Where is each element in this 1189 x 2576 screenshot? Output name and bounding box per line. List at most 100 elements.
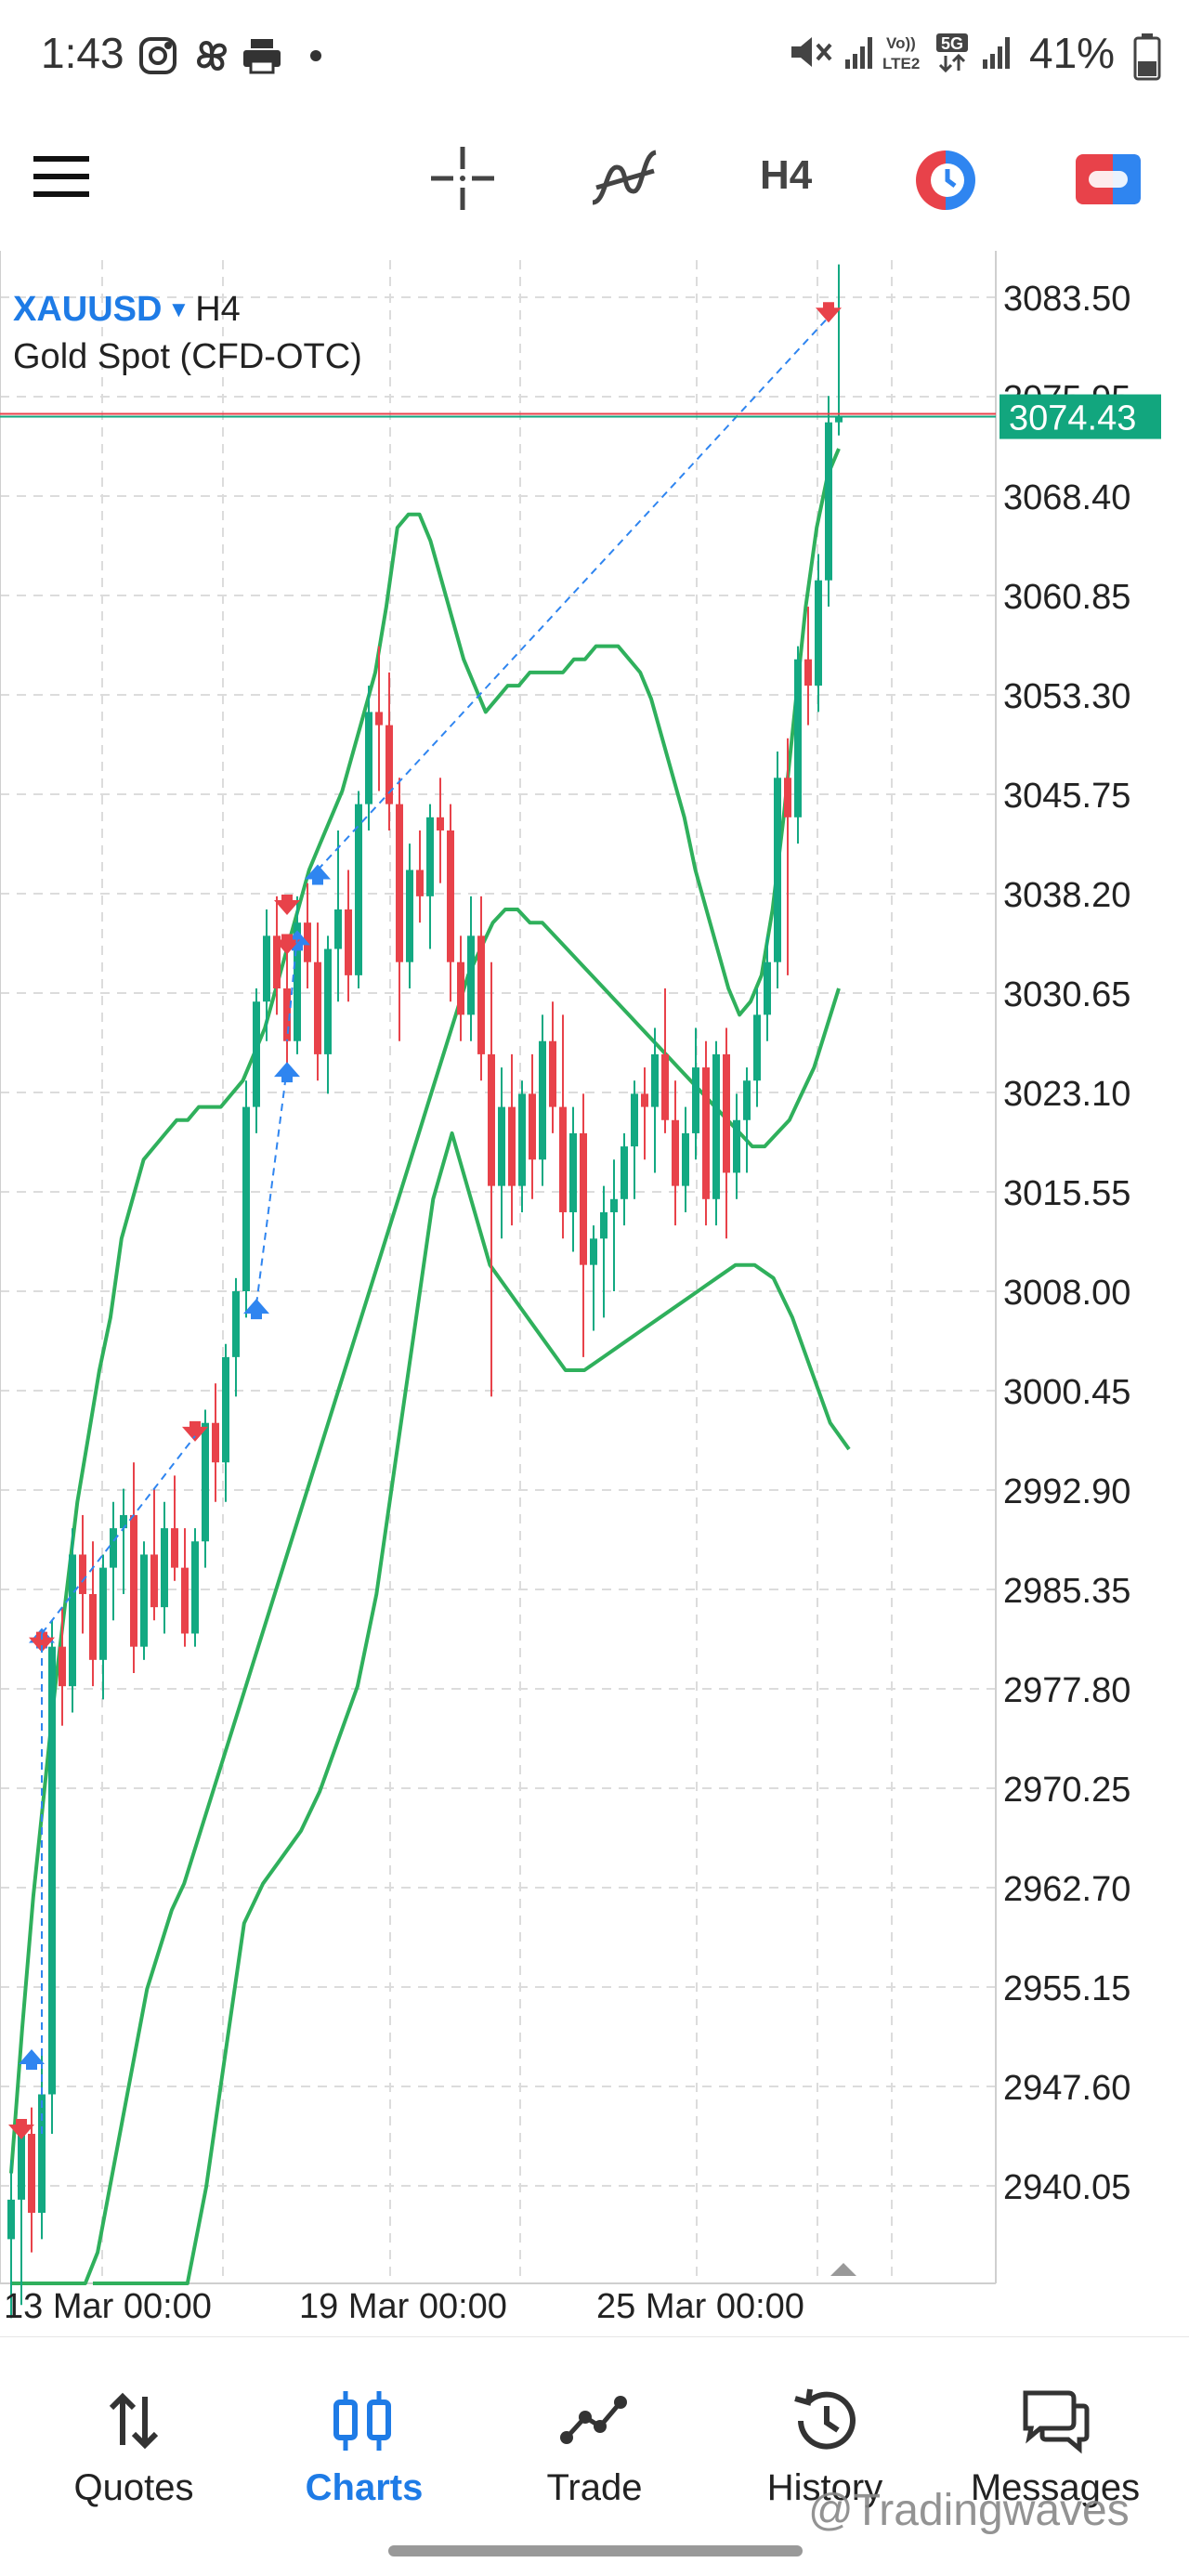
nav-label: Quotes xyxy=(73,2467,194,2508)
status-time: 1:43 xyxy=(41,29,124,77)
bollinger-bands xyxy=(9,448,851,2285)
candle-body xyxy=(457,961,464,1015)
candles xyxy=(7,264,843,2319)
candle-body xyxy=(396,804,403,962)
candle-body xyxy=(549,1040,556,1107)
candle-body xyxy=(569,1132,577,1212)
price-tick-label: 2985.35 xyxy=(1003,1572,1130,1611)
candle-body xyxy=(825,422,832,581)
candle-body xyxy=(498,1106,505,1186)
candle-body xyxy=(191,1541,199,1634)
candle-body xyxy=(212,1422,219,1463)
price-tick-label: 2977.80 xyxy=(1003,1671,1130,1710)
candle-body xyxy=(529,1093,536,1160)
candle-body xyxy=(723,1053,730,1173)
symbol-name[interactable]: XAUUSD xyxy=(13,290,163,329)
candle-body xyxy=(79,1554,86,1594)
status-right-icons: Vo)) LTE2 5G xyxy=(791,33,1010,73)
candle-body xyxy=(59,1646,66,1687)
candle-body xyxy=(600,1211,608,1239)
watermark: @Tradingwaves xyxy=(808,2486,1130,2535)
mute-icon xyxy=(791,37,832,67)
candle-body xyxy=(590,1238,597,1265)
timeframe-button[interactable]: H4 xyxy=(760,152,813,198)
status-bar: 1:43 Vo)) LTE2 5G 41 xyxy=(0,0,1189,111)
sell-arrow-icon xyxy=(274,895,300,916)
svg-text:5G: 5G xyxy=(941,34,963,53)
candle-body xyxy=(130,1514,137,1647)
trade-colors-icon[interactable] xyxy=(912,147,979,214)
candle-body xyxy=(702,1067,710,1199)
candle-body xyxy=(110,1528,117,1568)
nav-trade[interactable]: Trade xyxy=(476,2337,713,2523)
nav-label: History xyxy=(766,2467,883,2508)
history-icon xyxy=(794,2388,856,2450)
candle-body xyxy=(447,830,454,962)
one-click-trading-icon[interactable] xyxy=(1076,154,1141,204)
candle-body xyxy=(355,804,362,975)
candle-body xyxy=(48,1646,56,2095)
candle-body xyxy=(621,1146,628,1199)
nav-history[interactable]: History xyxy=(706,2337,944,2523)
sell-arrow-icon xyxy=(8,2119,34,2140)
printer-icon xyxy=(243,39,281,74)
nav-label: Messages xyxy=(970,2467,1141,2508)
symbol-dropdown-icon[interactable]: ▼ xyxy=(167,297,190,322)
quotes-icon xyxy=(109,2392,159,2450)
crosshair-icon[interactable] xyxy=(429,145,496,212)
trade-link-line xyxy=(317,316,830,871)
nav-messages[interactable]: Messages xyxy=(936,2337,1174,2523)
price-tick-label: 2962.70 xyxy=(1003,1870,1130,1909)
sell-arrow-icon xyxy=(29,1631,55,1653)
candle-body xyxy=(416,870,424,896)
nav-charts[interactable]: Charts xyxy=(245,2337,483,2523)
candle-body xyxy=(161,1528,168,1608)
symbol-info[interactable]: XAUUSD ▼ H4 Gold Spot (CFD-OTC) xyxy=(13,290,362,377)
price-tick-label: 3068.40 xyxy=(1003,478,1130,517)
price-tick-label: 3015.55 xyxy=(1003,1174,1130,1213)
candle-body xyxy=(753,1014,761,1081)
candle-body xyxy=(253,1001,260,1107)
candle-body xyxy=(692,1067,699,1133)
symbol-description: Gold Spot (CFD-OTC) xyxy=(13,337,362,376)
chart-area[interactable]: 3083.503075.953068.403060.853053.303045.… xyxy=(0,251,1189,2336)
candle-body xyxy=(539,1040,546,1160)
svg-text:LTE2: LTE2 xyxy=(882,55,920,72)
svg-text:Vo)): Vo)) xyxy=(886,34,916,52)
menu-icon[interactable] xyxy=(32,147,91,206)
price-tick-label: 3038.20 xyxy=(1003,876,1130,915)
price-tick-label: 2947.60 xyxy=(1003,2069,1130,2108)
candle-body xyxy=(294,922,301,1041)
candle-body xyxy=(334,909,342,949)
candle-body xyxy=(672,1119,679,1186)
candle-body xyxy=(733,1119,740,1173)
trade-signals xyxy=(8,302,842,2140)
candle-body xyxy=(242,1106,250,1291)
candle-body xyxy=(794,659,802,817)
pinwheel-icon xyxy=(196,40,228,72)
candle-body xyxy=(314,961,321,1054)
price-chart[interactable]: 3083.503075.953068.403060.853053.303045.… xyxy=(0,251,1189,2336)
time-axis: 13 Mar 00:00 19 Mar 00:00 25 Mar 00:00 xyxy=(4,2263,856,2326)
candle-body xyxy=(518,1093,526,1186)
time-tick-label: 13 Mar 00:00 xyxy=(4,2287,212,2326)
band-middle xyxy=(11,908,841,2285)
candle-body xyxy=(815,580,822,686)
indicators-icon[interactable] xyxy=(589,147,660,210)
candle-body xyxy=(835,416,843,423)
candle-body xyxy=(202,1422,209,1542)
home-indicator[interactable] xyxy=(388,2545,803,2556)
candle-body xyxy=(232,1291,240,1357)
sell-arrow-icon xyxy=(182,1420,208,1442)
candle-body xyxy=(171,1528,178,1568)
symbol-timeframe: H4 xyxy=(195,290,241,329)
candle-body xyxy=(18,2134,25,2200)
nav-quotes[interactable]: Quotes xyxy=(15,2337,253,2523)
candle-body xyxy=(120,1514,127,1529)
price-tick-label: 2955.15 xyxy=(1003,1969,1130,2008)
price-axis: 3083.503075.953068.403060.853053.303045.… xyxy=(1000,280,1161,2207)
candle-body xyxy=(375,712,383,726)
sell-arrow-icon xyxy=(274,934,300,955)
band-upper xyxy=(9,448,841,2174)
scroll-end-icon xyxy=(830,2263,856,2276)
